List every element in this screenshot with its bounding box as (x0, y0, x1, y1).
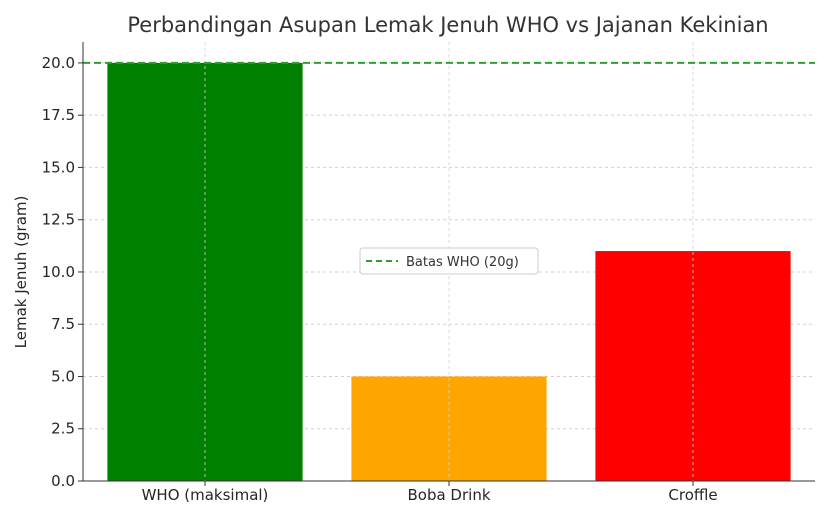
y-tick-label: 17.5 (42, 106, 75, 124)
chart-title: Perbandingan Asupan Lemak Jenuh WHO vs J… (127, 13, 768, 37)
y-tick-label: 2.5 (51, 420, 75, 438)
x-tick-label: WHO (maksimal) (142, 486, 269, 504)
y-tick-label: 20.0 (42, 54, 75, 72)
x-tick-label: Croffle (668, 486, 717, 504)
y-tick-label: 5.0 (51, 367, 75, 385)
legend-box (359, 247, 539, 275)
ticks-layer: 0.0 2.5 5.0 7.5 10.0 12.5 15.0 17.5 20.0 WHO (mak… (42, 54, 718, 504)
x-tick-label: Boba Drink (407, 486, 490, 504)
y-tick-label: 0.0 (51, 472, 75, 490)
y-tick-label: 15.0 (42, 158, 75, 176)
y-tick-label: 10.0 (42, 263, 75, 281)
y-tick-label: 7.5 (51, 315, 75, 333)
legend-entry-label: Batas WHO (20g) (406, 255, 519, 270)
y-axis-label: Lemak Jenuh (gram) (12, 196, 30, 349)
legend: Batas WHO (20g) (359, 247, 539, 275)
y-tick-label: 12.5 (42, 211, 75, 229)
